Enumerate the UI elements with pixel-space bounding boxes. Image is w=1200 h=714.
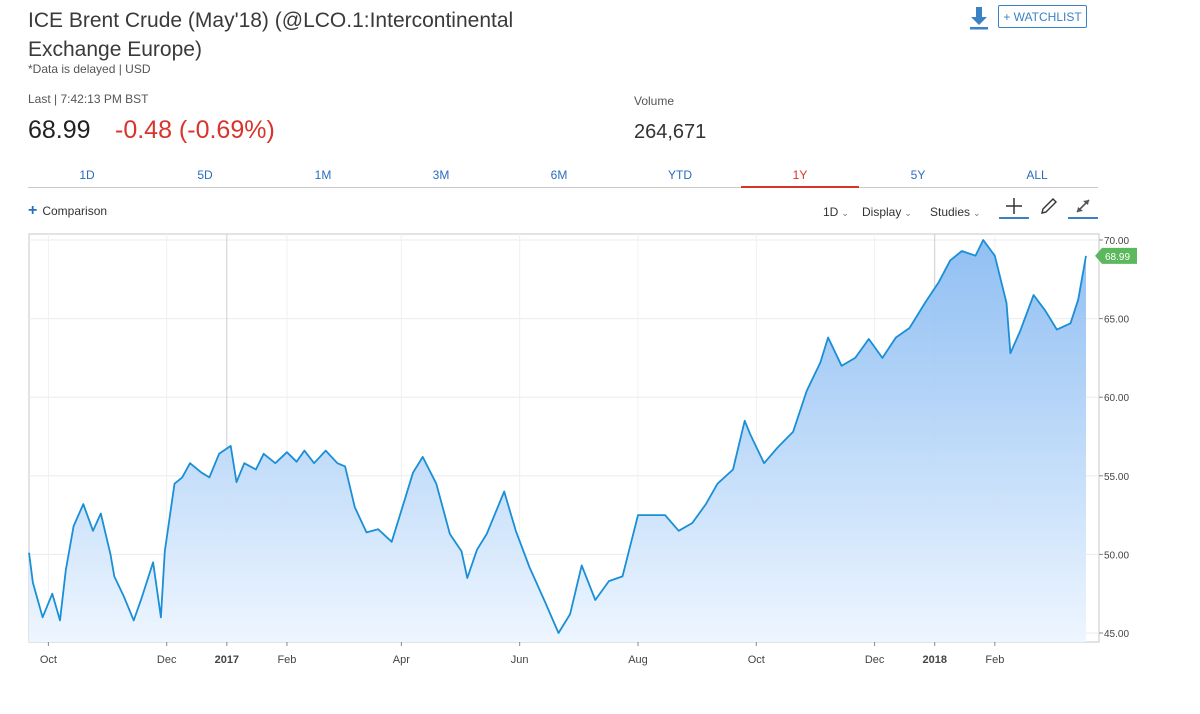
interval-label: 1D [823, 205, 839, 219]
studies-dropdown[interactable]: Studies ⌄ [930, 205, 981, 219]
tab-3m[interactable]: 3M [432, 168, 450, 182]
x-tick-label: 2017 [215, 654, 239, 666]
tab-1y[interactable]: 1Y [741, 166, 859, 188]
x-tick-label: Oct [40, 654, 57, 666]
delayed-note: *Data is delayed | USD [28, 62, 151, 76]
tab-ytd[interactable]: YTD [668, 168, 692, 182]
y-tick-label: 60.00 [1104, 393, 1129, 404]
tab-5y[interactable]: 5Y [910, 168, 926, 182]
chevron-down-icon: ⌄ [904, 208, 912, 218]
display-dropdown[interactable]: Display ⌄ [862, 205, 912, 219]
x-tick-label: 2018 [922, 654, 946, 666]
display-label: Display [862, 205, 902, 219]
x-tick-label: Oct [748, 654, 765, 666]
interval-dropdown[interactable]: 1D ⌄ [823, 205, 849, 219]
x-tick-label: Jun [511, 654, 529, 666]
price-area-fill [29, 240, 1086, 642]
plus-icon: + [28, 202, 38, 219]
volume-label: Volume [634, 94, 675, 108]
tab-5d[interactable]: 5D [197, 168, 213, 182]
pencil-icon[interactable] [1034, 195, 1064, 219]
area-layer [28, 239, 1087, 642]
range-tabs: 1D 5D 1M 3M 6M YTD 1Y 5Y ALL [28, 166, 1098, 188]
y-tick-label: 55.00 [1104, 472, 1129, 483]
last-trade-label: Last | 7:42:13 PM BST [28, 92, 149, 106]
last-price-tag-shape [1095, 247, 1137, 264]
chevron-down-icon: ⌄ [841, 208, 849, 218]
price-change: -0.48 (-0.69%) [115, 116, 275, 144]
tab-1d[interactable]: 1D [79, 168, 95, 182]
studies-label: Studies [930, 205, 971, 219]
page-title: ICE Brent Crude (May'18) (@LCO.1:Interco… [28, 9, 514, 61]
x-tick-label: Dec [865, 654, 885, 666]
last-price: 68.99 [28, 116, 91, 144]
y-tick-label: 70.00 [1104, 236, 1129, 247]
crosshair-icon[interactable] [999, 195, 1029, 219]
y-tick-label: 65.00 [1104, 315, 1129, 326]
axes: 70.00 65.00 60.00 55.00 50.00 45.00 Oct Dec 2017… [40, 236, 1137, 666]
tab-1m[interactable]: 1M [314, 168, 332, 182]
chevron-down-icon: ⌄ [973, 208, 981, 218]
watchlist-button[interactable]: + WATCHLIST [998, 5, 1087, 28]
tab-6m[interactable]: 6M [550, 168, 568, 182]
y-tick-label: 45.00 [1104, 629, 1129, 640]
last-price-tag: 68.99 [1095, 247, 1137, 264]
x-tick-label: Feb [985, 654, 1004, 666]
comparison-label: Comparison [42, 204, 108, 218]
price-line [28, 239, 1087, 634]
comparison-button[interactable]: + Comparison [28, 202, 108, 219]
y-tick-label: 50.00 [1104, 550, 1129, 561]
x-tick-label: Feb [277, 654, 296, 666]
tab-all[interactable]: ALL [1026, 168, 1048, 182]
x-tick-label: Dec [157, 654, 177, 666]
download-arrow-icon[interactable] [968, 6, 990, 30]
volume-value: 264,671 [634, 121, 707, 143]
last-price-tag-label: 68.99 [1105, 252, 1130, 263]
x-tick-label: Apr [393, 654, 410, 666]
expand-icon[interactable] [1068, 195, 1098, 219]
x-tick-label: Aug [628, 654, 648, 666]
